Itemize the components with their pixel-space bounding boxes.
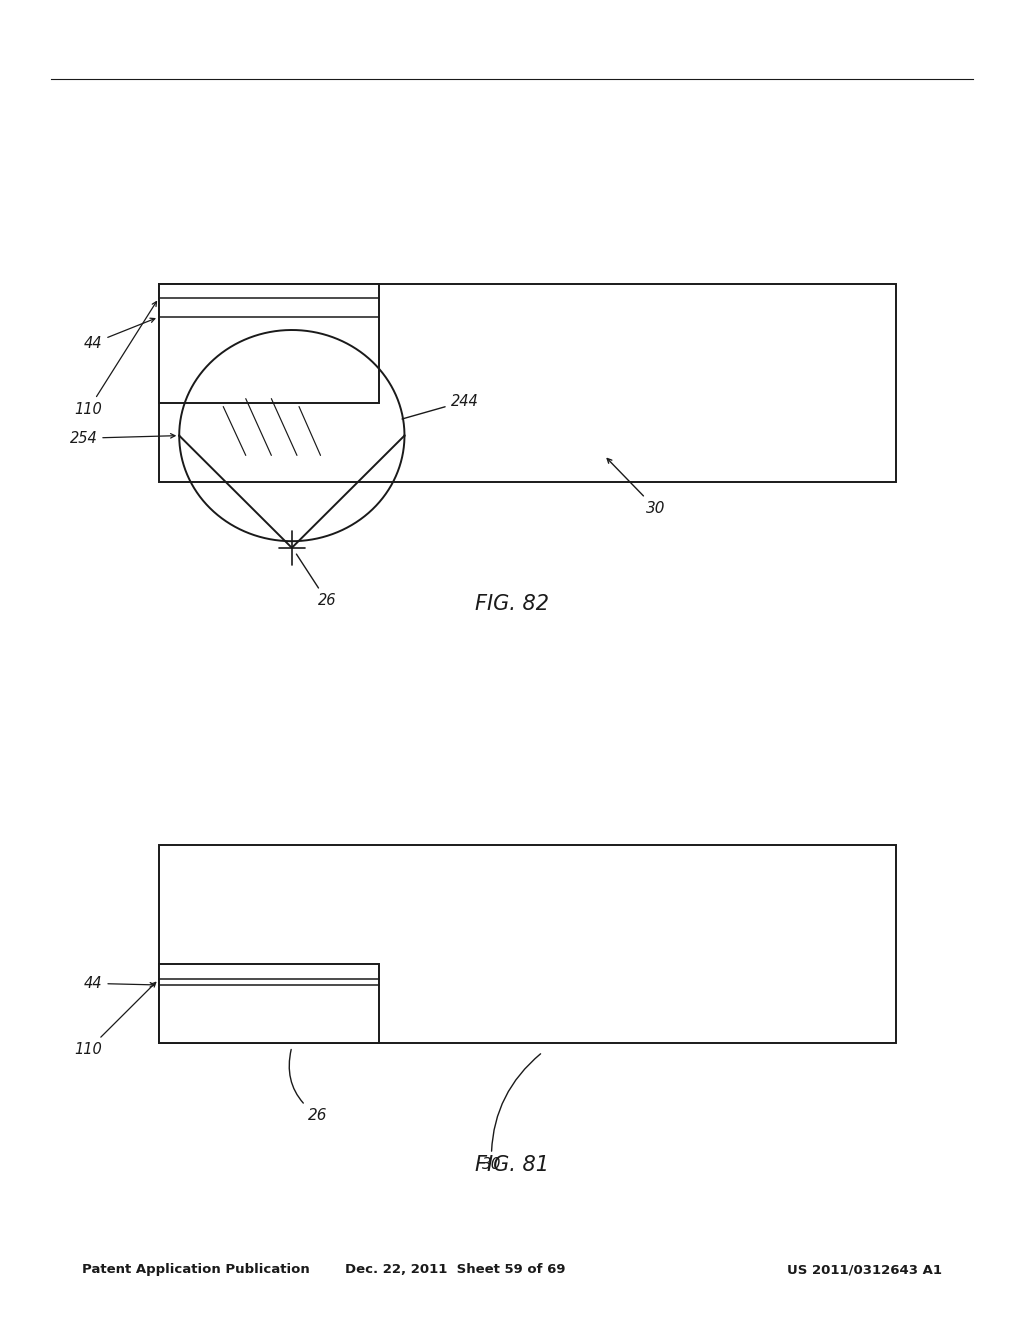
Text: FIG. 82: FIG. 82 — [475, 594, 549, 614]
Text: FIG. 81: FIG. 81 — [475, 1155, 549, 1175]
Text: 44: 44 — [84, 975, 155, 991]
FancyBboxPatch shape — [159, 964, 379, 1043]
Text: 254: 254 — [70, 430, 175, 446]
Text: Dec. 22, 2011  Sheet 59 of 69: Dec. 22, 2011 Sheet 59 of 69 — [345, 1263, 566, 1276]
Text: 44: 44 — [84, 318, 155, 351]
Text: 26: 26 — [289, 1049, 328, 1123]
Text: 30: 30 — [607, 458, 666, 516]
FancyBboxPatch shape — [159, 284, 896, 482]
Text: 244: 244 — [402, 393, 478, 418]
Text: 110: 110 — [75, 982, 156, 1057]
Text: 26: 26 — [296, 554, 336, 609]
Text: 30: 30 — [481, 1053, 541, 1172]
Text: US 2011/0312643 A1: US 2011/0312643 A1 — [787, 1263, 942, 1276]
FancyBboxPatch shape — [159, 284, 379, 403]
FancyBboxPatch shape — [159, 845, 896, 1043]
Text: 110: 110 — [75, 301, 157, 417]
Text: Patent Application Publication: Patent Application Publication — [82, 1263, 309, 1276]
